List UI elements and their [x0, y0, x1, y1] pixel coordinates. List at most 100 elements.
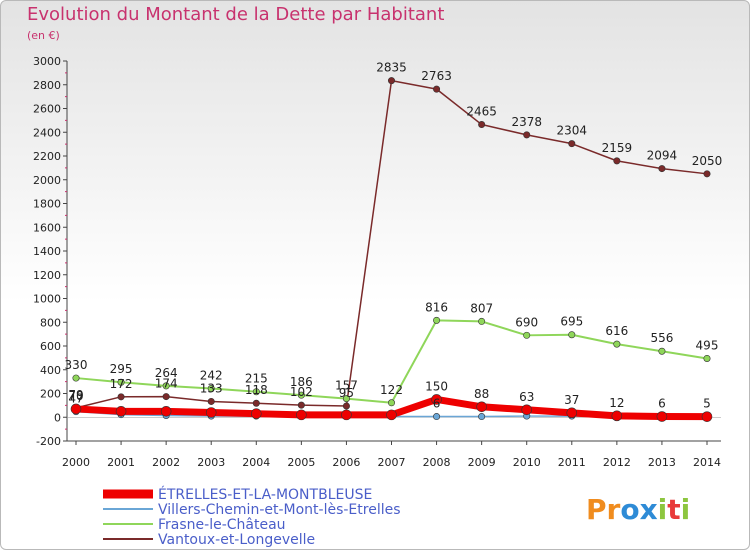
data-label: 2763: [421, 69, 452, 83]
legend: ÉTRELLES-ET-LA-MONTBLEUSEVillers-Chemin-…: [103, 486, 401, 548]
data-label: 616: [605, 324, 628, 338]
logo-letter: i: [681, 493, 691, 526]
series-point-2: [568, 331, 576, 339]
y-tick-label: 1600: [33, 221, 61, 234]
series-point-2: [342, 395, 350, 403]
x-tick-label: 2003: [197, 456, 225, 469]
x-tick-label: 2011: [558, 456, 586, 469]
data-label: 2050: [692, 154, 723, 168]
data-label: 2304: [557, 124, 588, 138]
series-point-3: [523, 131, 531, 139]
y-tick-label: 0: [54, 411, 61, 424]
legend-label: Villers-Chemin-et-Mont-lès-Etrelles: [158, 502, 401, 518]
series-point-3: [252, 399, 260, 407]
x-tick-label: 2005: [287, 456, 315, 469]
data-label: 2465: [466, 105, 497, 119]
series-point-0: [431, 394, 442, 405]
series-point-2: [523, 331, 531, 339]
series-point-2: [162, 382, 170, 390]
data-label: 6: [658, 397, 666, 411]
data-label: 215: [245, 372, 268, 386]
series-point-3: [478, 121, 486, 129]
logo-letter: t: [667, 493, 680, 526]
data-label: 807: [470, 301, 493, 315]
y-tick-label: 2800: [33, 79, 61, 92]
legend-label: Vantoux-et-Longevelle: [158, 532, 315, 548]
series-point-0: [341, 409, 352, 421]
series-point-3: [117, 393, 125, 401]
series-point-3: [342, 402, 350, 410]
series-point-1: [478, 413, 486, 421]
series-point-2: [478, 317, 486, 325]
series-point-3: [568, 140, 576, 148]
series-point-3: [433, 85, 441, 93]
x-tick-label: 2014: [693, 456, 721, 469]
series-point-2: [387, 399, 395, 407]
series-point-0: [205, 407, 217, 418]
y-tick-label: 800: [40, 316, 61, 329]
series-point-3: [207, 397, 215, 405]
data-label: 150: [425, 379, 448, 393]
series-point-0: [386, 409, 397, 421]
data-label: 816: [425, 300, 448, 314]
y-tick-label: 2000: [33, 174, 61, 187]
chart-title: Evolution du Montant de la Dette par Hab…: [27, 4, 445, 25]
data-label: 37: [564, 393, 579, 407]
y-tick-label: 3000: [33, 55, 61, 68]
data-label: 172: [110, 377, 133, 391]
x-tick-label: 2001: [107, 456, 135, 469]
data-label: 330: [65, 358, 88, 372]
data-label: 264: [155, 366, 178, 380]
series-point-0: [566, 407, 578, 419]
legend-label: Frasne-le-Château: [158, 517, 286, 533]
x-tick-label: 2012: [603, 456, 631, 469]
data-label: 95: [339, 386, 354, 400]
series-point-0: [250, 408, 262, 419]
y-tick-label: -200: [36, 435, 61, 448]
series-point-0: [521, 404, 533, 416]
data-label: 2094: [647, 149, 678, 163]
y-tick-label: 1800: [33, 198, 61, 211]
series-point-2: [117, 378, 125, 386]
y-tick-label: 2400: [33, 126, 61, 139]
x-tick-label: 2000: [62, 456, 90, 469]
series-point-2: [207, 385, 215, 393]
x-tick-label: 2006: [332, 456, 360, 469]
series-point-0: [701, 411, 713, 422]
data-label: 122: [380, 383, 403, 397]
data-label: 2159: [602, 141, 633, 155]
data-labels: 70 150 88 63 37 12 6 5 47 6 330 295 264 242 215 186 157 1…: [65, 61, 723, 411]
series-line-3: [75, 79, 708, 409]
logo-letter: x: [640, 493, 658, 526]
y-tick-label: 400: [40, 364, 61, 377]
data-label: 2835: [376, 61, 407, 75]
y-tick-label: 2600: [33, 103, 61, 116]
series-point-2: [72, 374, 80, 382]
series-layer: [70, 77, 713, 422]
y-tick-label: 1200: [33, 269, 61, 282]
series-point-3: [387, 77, 395, 85]
series-point-2: [613, 340, 621, 348]
y-tick-label: 2200: [33, 150, 61, 163]
data-label: 47: [68, 392, 83, 406]
series-point-2: [658, 347, 666, 355]
series-point-0: [115, 406, 127, 417]
data-label: 495: [696, 338, 719, 352]
logo-letter: o: [620, 493, 639, 526]
legend-label: ÉTRELLES-ET-LA-MONTBLEUSE: [158, 486, 372, 503]
data-label: 186: [290, 375, 313, 389]
x-tick-label: 2002: [152, 456, 180, 469]
data-label: 242: [200, 369, 223, 383]
data-label: 690: [515, 315, 538, 329]
data-label: 133: [200, 381, 223, 395]
series-point-3: [658, 165, 666, 173]
proxiti-logo: Proxiti: [586, 493, 690, 526]
data-label: 295: [110, 362, 133, 376]
series-point-3: [162, 393, 170, 401]
data-label: 70: [68, 389, 83, 403]
data-label: 2378: [511, 115, 542, 129]
data-label: 63: [519, 390, 534, 404]
series-point-0: [656, 411, 668, 422]
